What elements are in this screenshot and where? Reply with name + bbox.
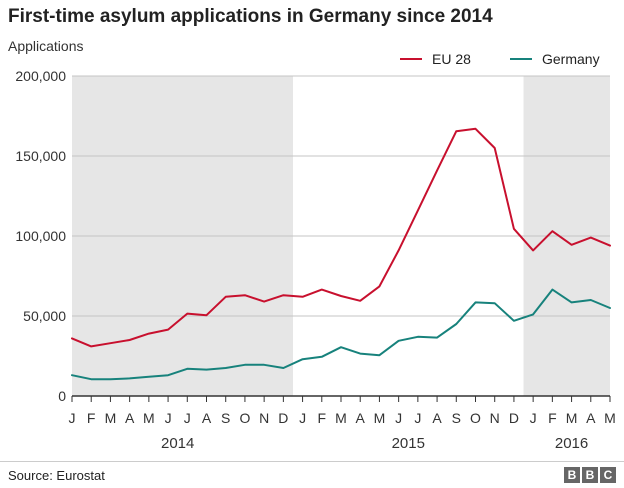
y-axis-label: Applications [8,38,84,54]
y-tick-label: 50,000 [23,308,66,324]
bbc-logo-letter: B [582,467,598,483]
x-tick-label: D [278,410,288,426]
series-line-germany [71,288,611,381]
year-label: 2014 [161,435,194,452]
x-tick-label: J [395,410,402,426]
x-tick-label: D [509,410,519,426]
y-tick-label: 0 [58,388,66,404]
x-tick-label: M [335,410,347,426]
legend-item-germany: Germany [510,51,600,67]
bbc-logo-letter: C [600,467,616,483]
x-tick-label: S [221,410,230,426]
x-tick-label: N [259,410,269,426]
x-tick-label: F [87,410,96,426]
y-tick-label: 200,000 [15,68,66,84]
bbc-logo: B B C [564,467,616,483]
legend: EU 28 Germany [0,51,624,71]
x-tick-label: J [530,410,537,426]
x-tick-label: S [452,410,461,426]
legend-swatch-germany [510,58,532,60]
x-tick-label: F [548,410,557,426]
y-tick-label: 100,000 [15,228,66,244]
x-tick-label: J [184,410,191,426]
x-tick-label: M [143,410,155,426]
x-tick-label: M [566,410,578,426]
chart-title: First-time asylum applications in German… [8,6,493,27]
bbc-logo-letter: B [564,467,580,483]
x-tick-label: M [105,410,117,426]
year-label: 2016 [555,435,588,452]
x-tick-label: N [490,410,500,426]
x-tick-label: M [604,410,616,426]
x-tick-label: O [239,410,250,426]
x-tick-label: J [165,410,172,426]
x-tick-label: A [586,410,596,426]
legend-label-eu28: EU 28 [432,51,471,67]
series-line-eu-28 [71,127,611,348]
y-tick-label: 150,000 [15,148,66,164]
legend-item-eu28: EU 28 [400,51,471,67]
legend-label-germany: Germany [542,51,600,67]
x-tick-label: J [414,410,421,426]
x-tick-label: A [125,410,135,426]
x-tick-label: A [432,410,442,426]
x-tick-label: J [299,410,306,426]
x-tick-label: F [318,410,327,426]
x-tick-label: A [356,410,366,426]
source-note: Source: Eurostat [8,468,105,483]
x-tick-label: J [69,410,76,426]
x-tick-label: A [202,410,212,426]
footer-divider [0,461,624,462]
x-tick-label: O [470,410,481,426]
legend-swatch-eu28 [400,58,422,60]
year-label: 2015 [392,435,425,452]
x-tick-label: M [374,410,386,426]
